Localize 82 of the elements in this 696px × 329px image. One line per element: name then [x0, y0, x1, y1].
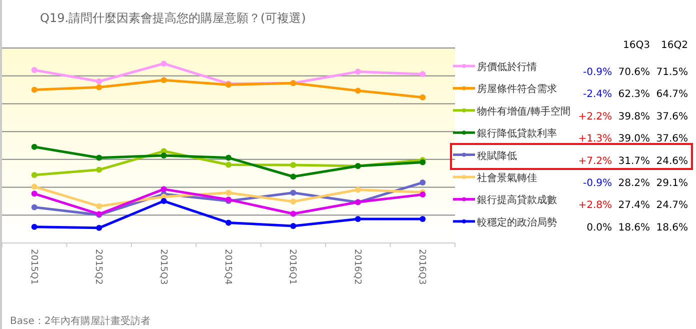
legend-label: 物件有增值/轉手空間 — [477, 105, 570, 118]
text: 62.3% — [618, 89, 650, 100]
point — [354, 186, 361, 193]
text: 18.6% — [618, 222, 650, 234]
point — [160, 60, 167, 67]
point — [160, 198, 167, 204]
point — [96, 224, 102, 231]
legend-label: 銀行提高貸款成數 — [477, 194, 557, 206]
chart-title: Q19.請問什麼因素會提高您的購屋意願？(可複選) — [40, 11, 306, 25]
point — [290, 190, 296, 196]
legend-label: 房屋條件符合需求 — [477, 83, 557, 96]
point — [290, 162, 296, 168]
point — [226, 220, 232, 226]
point — [290, 210, 296, 217]
point — [31, 224, 38, 230]
point — [96, 78, 102, 84]
point — [96, 84, 102, 90]
point — [31, 144, 38, 150]
point — [420, 94, 426, 100]
text: -0.9% — [582, 67, 612, 78]
point — [290, 174, 296, 180]
legend-label: 社會景氣轉佳 — [477, 172, 537, 184]
x-tick-label: 2016Q2 — [352, 249, 362, 285]
legend-label: 銀行降低貸款利率 — [477, 128, 557, 140]
text: +2.2% — [578, 111, 612, 122]
point — [290, 222, 296, 229]
point — [31, 204, 38, 210]
point — [354, 68, 361, 75]
text: 29.1% — [656, 178, 688, 189]
text: 39.8% — [618, 111, 650, 122]
text: +1.3% — [578, 134, 612, 145]
legend-label: 較穩定的政治局勢 — [477, 216, 557, 228]
text: 24.7% — [656, 200, 688, 212]
text: 24.6% — [656, 156, 688, 167]
text: 31.7% — [618, 156, 650, 167]
point — [420, 216, 426, 222]
text: 37.6% — [656, 111, 688, 122]
text: +7.2% — [578, 156, 612, 167]
text: -2.4% — [582, 89, 612, 100]
legend-label: 稅賦降低 — [477, 150, 517, 162]
text: 16Q2 — [661, 40, 688, 51]
x-tick-label: 2016Q3 — [416, 249, 427, 285]
text: 27.4% — [618, 200, 650, 212]
point — [31, 184, 38, 190]
point — [96, 154, 102, 161]
text: -0.9% — [582, 178, 612, 189]
point — [31, 86, 38, 93]
text: 28.2% — [618, 178, 650, 189]
point — [31, 67, 38, 74]
x-tick-label: 2015Q4 — [222, 249, 232, 285]
point — [420, 192, 426, 198]
x-tick-label: 2015Q1 — [28, 249, 38, 285]
point — [354, 216, 361, 222]
point — [226, 190, 232, 196]
text: 0.0% — [586, 222, 612, 234]
text: 64.7% — [656, 89, 688, 100]
point — [96, 166, 102, 173]
point — [420, 71, 426, 78]
point — [420, 159, 426, 166]
x-tick-label: 2015Q2 — [93, 249, 104, 285]
point — [354, 88, 361, 94]
legend-label: 房價低於行情 — [477, 61, 537, 73]
point — [290, 198, 296, 205]
text: 70.6% — [618, 67, 650, 78]
text: 71.5% — [656, 67, 688, 78]
x-tick-label: 2015Q3 — [158, 249, 168, 285]
point — [31, 172, 38, 178]
text: +2.8% — [578, 200, 612, 212]
text: Base：2年內有購屋計畫受訪者 — [10, 315, 151, 327]
point — [96, 203, 102, 210]
text: 18.6% — [656, 222, 688, 234]
text: 37.6% — [656, 134, 688, 145]
point — [160, 77, 167, 84]
text: 16Q3 — [623, 40, 650, 51]
point — [226, 154, 232, 161]
text: 39.0% — [618, 134, 650, 145]
x-tick-label: 2016Q1 — [287, 249, 298, 285]
point — [160, 186, 167, 192]
point — [31, 190, 38, 197]
point — [160, 152, 167, 158]
point — [420, 180, 426, 186]
point — [226, 162, 232, 168]
